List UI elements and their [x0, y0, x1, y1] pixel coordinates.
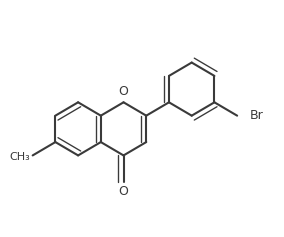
Text: Br: Br	[250, 109, 264, 122]
Text: CH₃: CH₃	[9, 152, 30, 162]
Text: O: O	[119, 85, 128, 98]
Text: O: O	[119, 185, 128, 198]
